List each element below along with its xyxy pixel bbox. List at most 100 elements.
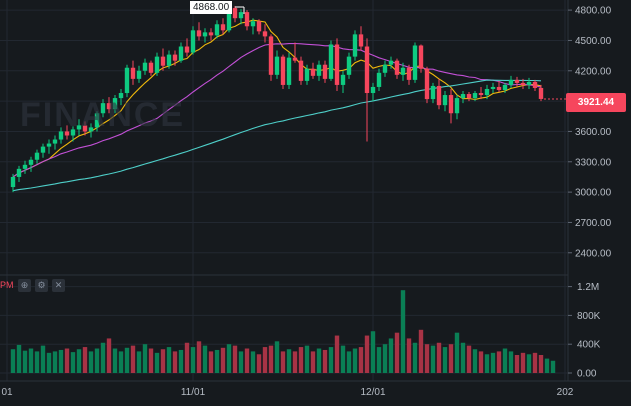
volume-bar [322, 349, 328, 373]
price-tick-label: 2700.00 [575, 218, 612, 229]
volume-bar [268, 345, 274, 373]
volume-bar [304, 345, 310, 373]
candle-body [388, 60, 394, 65]
candle-body [148, 62, 154, 73]
volume-bar [418, 329, 424, 373]
volume-bar [34, 351, 40, 373]
indicator-toolbar: PM ⊕ ⚙ ✕ [0, 277, 65, 293]
volume-bar [22, 350, 28, 373]
candle-body [478, 93, 484, 96]
candle-body [514, 79, 520, 83]
candle-body [298, 60, 304, 81]
volume-bar [292, 351, 298, 373]
candle-body [238, 12, 244, 19]
candle-body [70, 129, 76, 136]
candle-body [442, 95, 448, 106]
candle-body [82, 125, 88, 132]
volume-bar [286, 349, 292, 373]
volume-bar [532, 352, 538, 373]
volume-bar [466, 345, 472, 373]
candle-body [448, 95, 454, 114]
candle-body [124, 67, 130, 94]
volume-bar [310, 351, 316, 373]
volume-bar [400, 290, 406, 373]
volume-bar [232, 345, 238, 373]
indicator-add-button[interactable]: ⊕ [18, 278, 31, 292]
volume-bar [502, 348, 508, 373]
volume-bar [280, 351, 286, 373]
indicator-label: PM [0, 280, 14, 290]
volume-bar [220, 347, 226, 373]
candle-body [136, 70, 142, 79]
max-price-marker: 4868.00 [190, 1, 233, 14]
candle-body [130, 67, 136, 79]
volume-bar [460, 342, 466, 373]
volume-bar [64, 348, 70, 373]
volume-bar [226, 344, 232, 373]
volume-bar [358, 347, 364, 373]
volume-bar [298, 347, 304, 373]
volume-tick-label: 0.00 [577, 369, 597, 380]
volume-bar [46, 352, 52, 373]
candle-body [376, 72, 382, 87]
candle-body [322, 64, 328, 79]
candle-body [490, 86, 496, 89]
price-tick-label: 3600.00 [575, 127, 612, 138]
candle-body [424, 68, 430, 100]
candle-body [304, 68, 310, 81]
candle-body [58, 131, 64, 140]
price-tick-label: 3300.00 [575, 157, 612, 168]
ma7-line [12, 19, 542, 178]
volume-bar [406, 338, 412, 373]
volume-bar [184, 342, 190, 373]
volume-bar [334, 335, 340, 373]
candle-body [436, 85, 442, 106]
moving-average-lines [12, 19, 542, 192]
candle-body [400, 67, 406, 75]
candle-body [310, 68, 316, 76]
candles [10, 3, 544, 193]
candle-body [40, 146, 46, 153]
candle-body [358, 34, 364, 47]
volume-bar [550, 360, 556, 373]
volume-bar [16, 344, 22, 373]
volume-bar [160, 349, 166, 373]
candle-body [22, 164, 28, 169]
volume-bar [118, 351, 124, 373]
candle-body [460, 94, 466, 99]
candle-body [172, 54, 178, 61]
candle-body [418, 45, 424, 69]
volume-bar [190, 347, 196, 373]
indicator-close-button[interactable]: ✕ [52, 278, 65, 292]
volume-bar [52, 351, 58, 373]
volume-bar [382, 344, 388, 373]
volume-bar [394, 332, 400, 373]
volume-tick-label: 1.2M [577, 282, 599, 293]
candle-body [34, 152, 40, 160]
candle-body [292, 57, 298, 61]
volume-bar [244, 348, 250, 373]
indicator-settings-button[interactable]: ⚙ [35, 278, 48, 292]
volume-bar [262, 347, 268, 373]
volume-bar [442, 347, 448, 373]
volume-bar [508, 351, 514, 373]
volume-bar [94, 348, 100, 373]
volume-bar [106, 338, 112, 373]
price-tick-label: 2400.00 [575, 248, 612, 259]
candle-body [160, 56, 166, 66]
candle-body [202, 32, 208, 37]
candle-body [286, 57, 292, 85]
candle-body [526, 81, 532, 85]
volume-bar [448, 344, 454, 373]
volume-bar [436, 342, 442, 373]
candle-body [412, 45, 418, 80]
volume-bar [10, 349, 16, 373]
candle-body [268, 36, 274, 75]
candle-body [214, 24, 220, 36]
candle-body [112, 98, 118, 110]
volume-bar [346, 351, 352, 373]
volume-bar [58, 349, 64, 373]
candle-body [472, 93, 478, 99]
